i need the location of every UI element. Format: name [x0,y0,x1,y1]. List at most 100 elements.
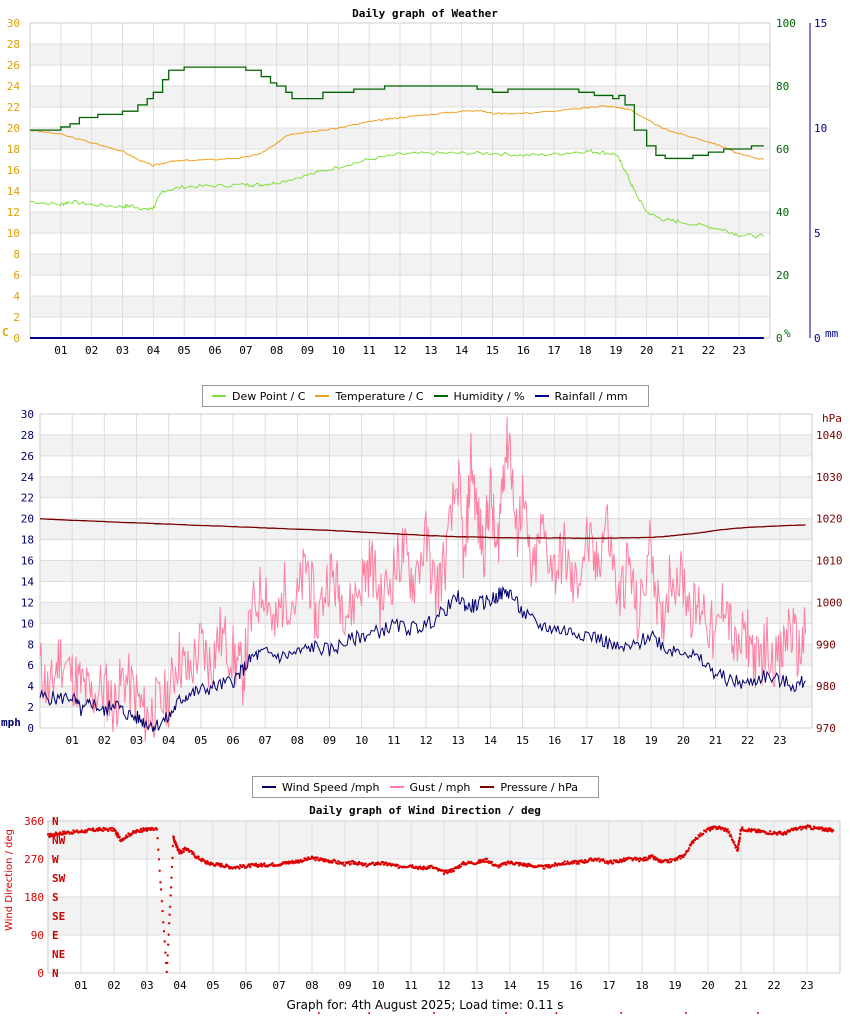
x-tick-label: 05 [206,979,219,992]
y-right-pres-tick-label: 1030 [816,471,843,484]
direction-title: Daily graph of Wind Direction / deg [309,804,541,817]
direction-point [101,829,104,833]
direction-point [799,825,802,829]
legend-wind: Wind Speed /mph [262,781,380,794]
direction-point [155,828,159,831]
direction-point [459,865,463,868]
x-tick-label: 02 [98,734,111,747]
x-tick-label: 12 [437,979,450,992]
x-tick-label: 22 [741,734,754,747]
direction-point [316,856,319,859]
y-right-hum-tick-label: 80 [776,80,789,93]
y-right-hum-tick-label: 100 [776,17,796,30]
x-tick-label: 10 [332,344,345,357]
direction-point [314,859,317,862]
compass-label: NE [52,948,65,961]
direction-point [452,869,456,873]
direction-point [156,837,159,840]
x-tick-label: 08 [270,344,283,357]
y-right-rain-tick-label: 15 [814,17,827,30]
compass-label: N [52,967,59,980]
direction-point [353,861,357,864]
direction-point [166,954,169,957]
legend-hum: Humidity / % [433,390,525,403]
direction-point [343,864,347,867]
x-tick-label: 04 [162,734,176,747]
x-tick-label: 02 [85,344,98,357]
direction-point [689,844,692,847]
overflow-point [317,1012,320,1014]
direction-point [271,862,274,865]
y-left-tick-label: 8 [13,248,20,261]
x-tick-label: 13 [424,344,437,357]
y-left-tick-label: 4 [13,290,20,303]
direction-point [161,909,164,913]
legend-hum-swatch [433,395,448,397]
direction-point [336,862,339,865]
y-right-rain-tick-label: 5 [814,227,821,240]
direction-point [96,829,100,832]
legend-rain-swatch [534,395,549,397]
direction-point [159,881,162,884]
legend-pres-label: Pressure / hPa [500,780,578,794]
x-tick-label: 12 [393,344,406,357]
direction-point [109,827,112,830]
x-tick-label: 06 [226,734,239,747]
direction-point [411,864,414,867]
direction-point [603,859,606,863]
direction-point [131,832,134,835]
x-tick-label: 13 [452,734,465,747]
direction-point [372,861,375,864]
legend-temp-label: Temperature / C [335,389,424,403]
x-tick-label: 19 [609,344,622,357]
direction-point [261,865,264,868]
y-right-pres-tick-label: 1010 [816,555,843,568]
legend-rain: Rainfall / mm [534,390,628,403]
direction-point [241,865,244,868]
direction-point [692,841,695,844]
direction-point [169,886,173,889]
x-tick-label: 17 [580,734,593,747]
direction-point [824,827,828,830]
legend-wind-label: Wind Speed /mph [282,780,380,794]
x-tick-label: 19 [668,979,681,992]
direction-point [426,867,429,870]
y-left-tick-label: 2 [13,311,20,324]
direction-point [731,839,734,842]
direction-point [637,858,640,861]
legend-temp-swatch [315,395,330,397]
direction-point [800,828,803,831]
x-tick-label: 20 [640,344,653,357]
x-tick-label: 04 [147,344,161,357]
direction-point [84,829,87,832]
direction-point [823,829,826,832]
x-tick-label: 06 [239,979,252,992]
x-tick-label: 13 [470,979,483,992]
direction-point [170,876,173,879]
y-left-tick-label: 12 [21,596,34,609]
direction-point [479,858,482,862]
x-tick-label: 18 [635,979,648,992]
x-tick-label: 01 [66,734,79,747]
legend-gust-label: Gust / mph [409,780,471,794]
y-left-tick-label: 24 [21,471,35,484]
y-left-tick-label: 12 [7,206,20,219]
x-tick-label: 11 [363,344,376,357]
direction-point [381,860,385,864]
direction-point [665,859,668,862]
direction-point [563,860,566,863]
direction-point [711,827,715,830]
direction-point [577,862,580,865]
y-left-unit: mph [1,716,21,729]
y-right-pres-tick-label: 970 [816,722,836,735]
direction-point [167,933,170,936]
direction-point [168,905,172,908]
direction-point [794,826,797,830]
direction-point [669,858,672,861]
direction-point [724,827,727,831]
x-tick-label: 07 [239,344,252,357]
direction-point [605,860,609,863]
x-tick-label: 16 [548,734,561,747]
pressure-line [39,518,806,540]
legend-dew: Dew Point / C [212,390,305,403]
